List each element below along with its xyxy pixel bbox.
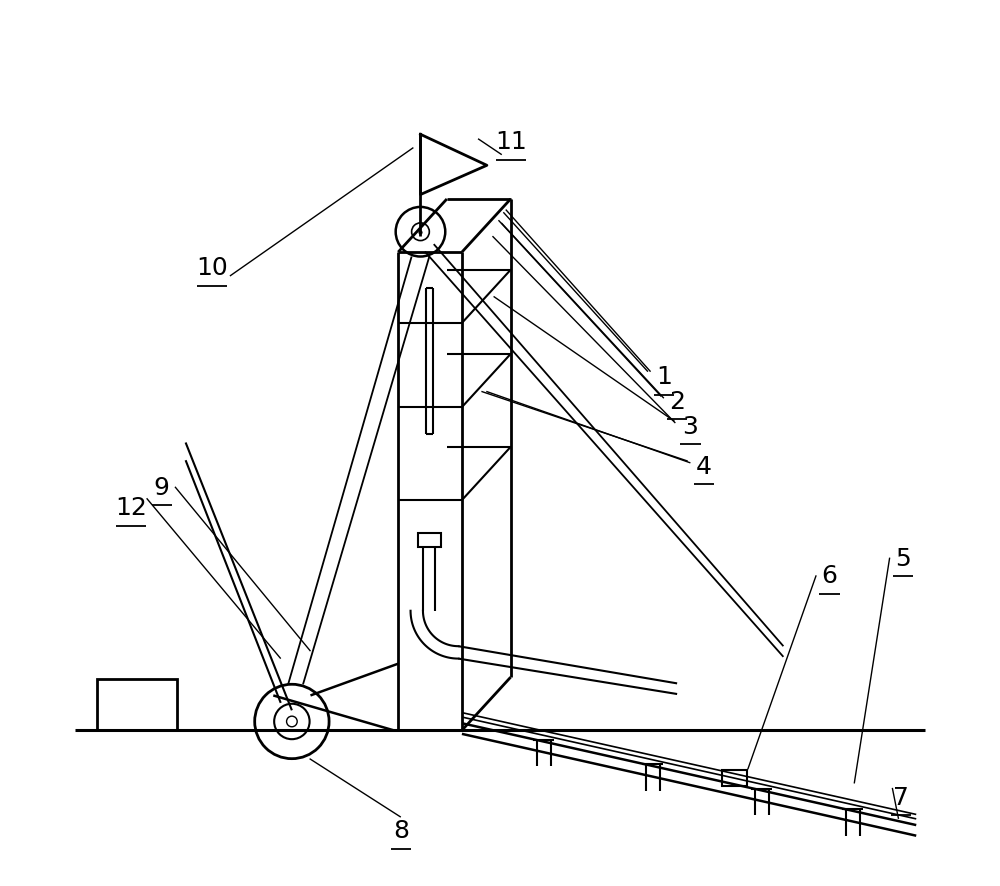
Text: 10: 10 bbox=[196, 256, 228, 280]
Text: 12: 12 bbox=[115, 495, 147, 519]
Text: 6: 6 bbox=[821, 563, 837, 587]
Text: 8: 8 bbox=[393, 819, 409, 843]
Text: 3: 3 bbox=[682, 415, 698, 439]
Text: 11: 11 bbox=[495, 130, 527, 154]
Text: 5: 5 bbox=[895, 546, 911, 570]
Bar bbox=[722, 770, 747, 786]
Bar bbox=[97, 680, 177, 730]
Bar bbox=[418, 533, 441, 547]
Text: 7: 7 bbox=[893, 785, 909, 809]
Text: 1: 1 bbox=[656, 365, 672, 389]
Text: 4: 4 bbox=[696, 454, 712, 478]
Text: 2: 2 bbox=[669, 390, 685, 414]
Text: 9: 9 bbox=[154, 475, 170, 499]
